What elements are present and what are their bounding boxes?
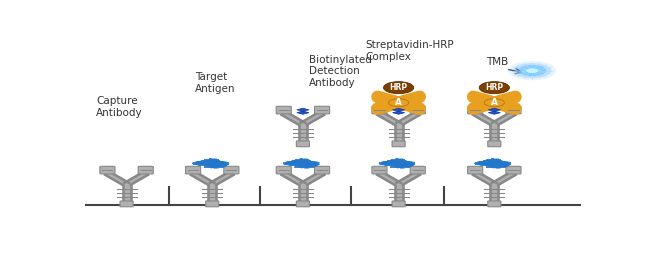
Polygon shape [488,108,500,111]
FancyBboxPatch shape [506,106,521,114]
FancyBboxPatch shape [372,166,387,174]
Circle shape [389,99,409,107]
Circle shape [525,68,539,73]
Circle shape [479,82,510,94]
FancyBboxPatch shape [205,201,219,207]
Polygon shape [491,172,517,185]
FancyBboxPatch shape [506,166,521,174]
Polygon shape [300,112,326,125]
Text: Biotinylated
Detection
Antibody: Biotinylated Detection Antibody [309,55,372,88]
Text: Capture
Antibody: Capture Antibody [96,96,143,118]
Polygon shape [209,172,235,185]
Polygon shape [472,172,498,185]
FancyBboxPatch shape [138,166,153,174]
FancyBboxPatch shape [296,201,309,207]
Circle shape [518,65,546,76]
Polygon shape [190,172,216,185]
FancyBboxPatch shape [392,141,405,147]
Polygon shape [280,112,306,125]
FancyBboxPatch shape [276,166,291,174]
FancyBboxPatch shape [224,166,239,174]
Polygon shape [104,172,130,185]
FancyBboxPatch shape [185,166,201,174]
FancyBboxPatch shape [392,201,405,207]
Polygon shape [297,111,309,114]
Polygon shape [376,112,402,125]
FancyBboxPatch shape [276,106,291,114]
Text: Target
Antigen: Target Antigen [194,73,235,94]
FancyBboxPatch shape [120,201,133,207]
FancyBboxPatch shape [296,141,309,147]
Polygon shape [472,112,498,125]
FancyBboxPatch shape [488,201,501,207]
Polygon shape [376,172,402,185]
Text: A: A [491,98,498,107]
Text: Streptavidin-HRP
Complex: Streptavidin-HRP Complex [366,40,454,62]
FancyBboxPatch shape [372,106,387,114]
Text: A: A [395,98,402,107]
FancyBboxPatch shape [315,166,330,174]
Polygon shape [124,172,149,185]
Polygon shape [395,112,421,125]
Text: HRP: HRP [389,83,408,92]
FancyBboxPatch shape [467,106,483,114]
Polygon shape [393,108,405,111]
FancyBboxPatch shape [315,106,330,114]
Circle shape [508,61,556,80]
Polygon shape [393,111,405,114]
Polygon shape [488,111,500,114]
FancyBboxPatch shape [410,166,425,174]
Circle shape [513,63,551,78]
Polygon shape [300,172,326,185]
Polygon shape [395,172,421,185]
Circle shape [484,99,504,107]
Circle shape [523,67,541,74]
FancyBboxPatch shape [100,166,115,174]
Circle shape [384,82,414,94]
Text: TMB: TMB [486,57,508,67]
FancyBboxPatch shape [488,141,501,147]
Polygon shape [491,112,517,125]
Text: HRP: HRP [486,83,503,92]
FancyBboxPatch shape [410,106,425,114]
Polygon shape [297,108,309,111]
FancyBboxPatch shape [467,166,483,174]
Polygon shape [280,172,306,185]
